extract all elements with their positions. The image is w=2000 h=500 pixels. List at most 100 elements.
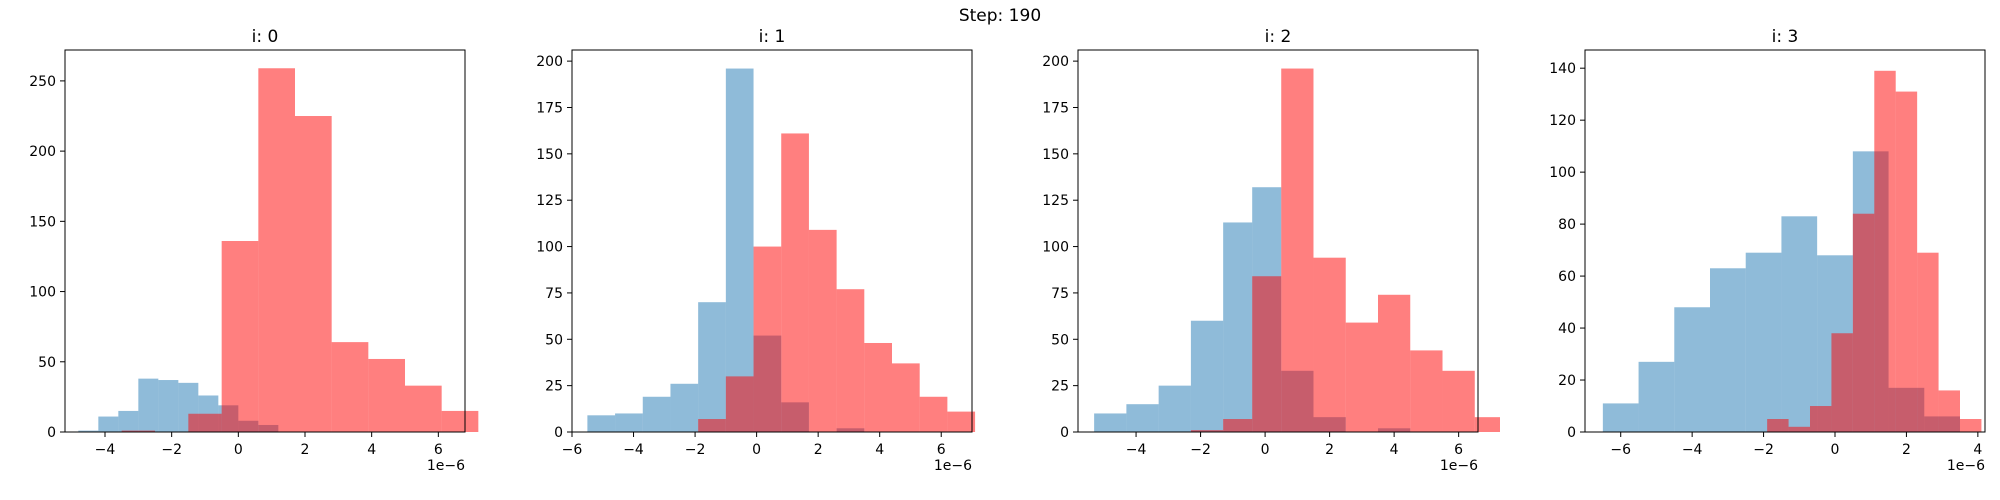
y-tick-label: 0 [47, 425, 56, 441]
histogram-bar [1223, 222, 1253, 432]
x-tick-label: −2 [161, 442, 182, 458]
y-tick-label: 125 [1042, 193, 1069, 209]
histogram-series-red [1767, 70, 1982, 432]
histogram-bar [808, 229, 837, 432]
y-tick-label: 0 [554, 425, 563, 441]
x-tick-label: 4 [1390, 442, 1399, 458]
histogram-chart-i1: −6 −4 −2 0 2 4 6 0 25 50 75 100 125 150 175 200 i: 1 1e−6 [536, 27, 976, 474]
histogram-bar [1281, 68, 1314, 432]
x-offset-label: 1e−6 [1947, 458, 1985, 474]
x-tick-label: 0 [1261, 442, 1270, 458]
histogram-bar [864, 342, 892, 432]
y-tick-label: 200 [1042, 54, 1069, 70]
x-tick-label: 6 [1454, 442, 1463, 458]
histogram-bar [405, 385, 442, 432]
y-tick-label: 75 [545, 286, 563, 302]
y-tick-label: 200 [29, 144, 56, 160]
y-tick-label: 100 [1549, 165, 1576, 181]
y-tick-label: 100 [1042, 240, 1069, 256]
y-tick-label: 80 [1558, 217, 1576, 233]
x-tick-label: 4 [875, 442, 884, 458]
x-tick-label: −4 [623, 442, 644, 458]
y-tick-label: 150 [1042, 147, 1069, 163]
y-tick-label: 0 [1060, 425, 1069, 441]
histogram-bar [642, 396, 671, 432]
y-tick-label: 25 [1051, 379, 1069, 395]
x-tick-label: −6 [1610, 442, 1631, 458]
x-offset-label: 1e−6 [1440, 458, 1478, 474]
y-tick-label: 50 [1051, 332, 1069, 348]
y-tick-label: 200 [536, 54, 563, 70]
histogram-bar [188, 413, 222, 432]
histogram-bar [1788, 426, 1810, 432]
histogram-bar [118, 410, 139, 432]
x-tick-label: 2 [301, 442, 310, 458]
histogram-bar [121, 430, 155, 432]
histogram-chart-i2: −4 −2 0 2 4 6 0 25 50 75 100 125 150 175 200 i: 2 1e−6 [1042, 27, 1500, 474]
y-tick-label: 125 [536, 193, 563, 209]
x-tick-label: 0 [1831, 442, 1840, 458]
y-tick-label: 25 [545, 379, 563, 395]
chart-title: i: 3 [1772, 27, 1799, 47]
histogram-bar [1223, 419, 1253, 432]
y-tick-label: 175 [536, 100, 563, 116]
chart-title: i: 2 [1265, 27, 1292, 47]
y-tick-label: 20 [1558, 373, 1576, 389]
y-tick-label: 140 [1549, 61, 1576, 77]
y-tick-label: 175 [1042, 100, 1069, 116]
histogram-bar [1710, 268, 1746, 432]
histogram-bar [753, 246, 782, 432]
x-offset-label: 1e−6 [934, 458, 972, 474]
histogram-bar [1938, 390, 1960, 432]
histogram-bar [1378, 294, 1411, 432]
y-tick-label: 60 [1558, 269, 1576, 285]
x-tick-label: 2 [1902, 442, 1911, 458]
histogram-bar [670, 383, 699, 432]
chart-title: i: 0 [252, 27, 279, 47]
x-tick-label: −2 [685, 442, 706, 458]
histogram-bar [295, 116, 332, 432]
y-tick-label: 40 [1558, 321, 1576, 337]
histogram-bar [725, 376, 754, 432]
histogram-bar [698, 419, 726, 432]
histogram-bar [1874, 70, 1896, 432]
histogram-bar [892, 363, 920, 432]
histogram-bar [1745, 252, 1782, 432]
x-tick-label: −4 [1682, 442, 1703, 458]
histogram-chart-i0: −4 −2 0 2 4 6 0 50 100 150 200 250 i: 0 1e−6 [29, 27, 479, 474]
histogram-bar [1474, 417, 1500, 432]
histogram-bar [1767, 419, 1789, 432]
axes-frame [1077, 49, 1479, 433]
histogram-bar [1158, 385, 1191, 432]
histogram-bar [1810, 406, 1832, 432]
histogram-series-red [121, 68, 479, 432]
histogram-series-red [1190, 68, 1500, 432]
histogram-bar [587, 415, 616, 432]
histogram-bar [1831, 333, 1853, 432]
histogram-bar [98, 416, 119, 432]
histogram-bar [1917, 252, 1939, 432]
chart-title: i: 1 [759, 27, 786, 47]
histogram-bar [1638, 361, 1675, 432]
histogram-bar [1345, 322, 1378, 432]
y-tick-label: 50 [38, 355, 56, 371]
x-tick-label: 6 [937, 442, 946, 458]
histogram-bar [1190, 430, 1224, 432]
histogram-bar [781, 133, 809, 433]
histogram-bar [221, 241, 259, 432]
histogram-bar [1252, 276, 1282, 432]
y-tick-label: 100 [536, 240, 563, 256]
histogram-bar [1190, 320, 1224, 432]
histogram-bar [368, 358, 405, 432]
histogram-series-red [698, 133, 976, 433]
histogram-bar [138, 378, 159, 432]
x-tick-label: 0 [234, 442, 243, 458]
axes-frame [571, 49, 973, 433]
x-tick-label: 6 [434, 442, 443, 458]
x-tick-label: 0 [752, 442, 761, 458]
y-tick-label: 0 [1567, 425, 1576, 441]
x-tick-label: 4 [1973, 442, 1982, 458]
histogram-bar [1602, 403, 1639, 432]
histogram-bar [158, 380, 179, 432]
y-tick-label: 100 [29, 285, 56, 301]
